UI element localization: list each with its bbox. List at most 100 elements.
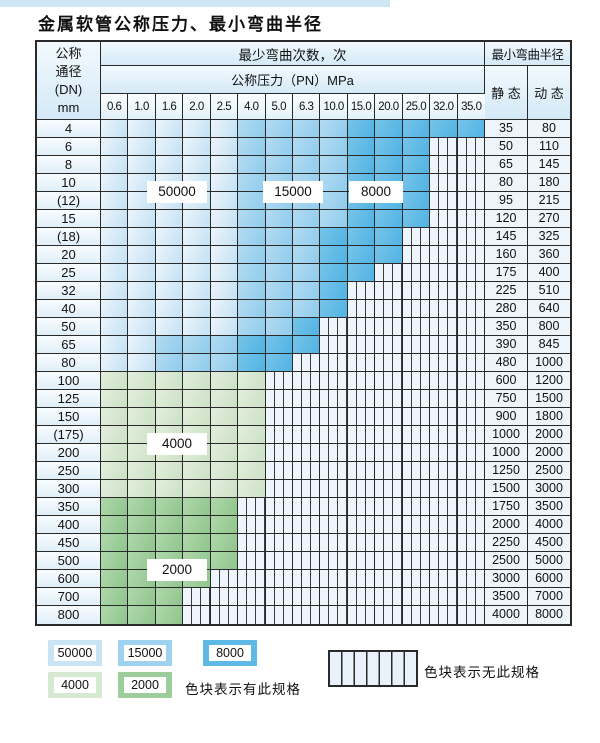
- pressure-cell-available: [155, 156, 184, 174]
- pressure-cell-unavailable: [265, 372, 293, 390]
- static-radius-cell: 2000: [485, 516, 528, 534]
- pressure-cell-available: [238, 174, 266, 192]
- pressure-cell-unavailable: [347, 480, 376, 498]
- static-radius-cell: 1500: [485, 480, 528, 498]
- dynamic-radius-cell: 80: [528, 120, 570, 138]
- pressure-cell-available: [155, 282, 184, 300]
- table-row: (18) 145 325: [37, 228, 570, 246]
- pressure-cell-unavailable: [183, 588, 211, 606]
- dynamic-header: 动 态: [528, 66, 570, 120]
- pressure-cell-unavailable: [265, 444, 293, 462]
- pressure-cell-available: [238, 192, 266, 210]
- pressure-cell-unavailable: [430, 156, 458, 174]
- pressure-cell-available: [128, 138, 156, 156]
- pressure-cell-unavailable: [210, 588, 239, 606]
- static-radius-cell: 3500: [485, 588, 528, 606]
- pressure-cell-unavailable: [402, 588, 431, 606]
- pressure-cell-unavailable: [320, 498, 348, 516]
- pressure-cell-available: [101, 498, 129, 516]
- pressure-cell-unavailable: [265, 480, 293, 498]
- pressure-cell-available: [402, 210, 431, 228]
- pressure-cell-available: [101, 156, 129, 174]
- pressure-cell-unavailable: [320, 426, 348, 444]
- static-radius-cell: 2500: [485, 552, 528, 570]
- pressure-cell-unavailable: [430, 480, 458, 498]
- static-radius-cell: 4000: [485, 606, 528, 624]
- pressure-cell-available: [238, 444, 266, 462]
- pressure-cell-available: [183, 336, 211, 354]
- pressure-cell-unavailable: [347, 588, 376, 606]
- table-row: 450 2250 4500: [37, 534, 570, 552]
- table-row: 6 50 110: [37, 138, 570, 156]
- dn-cell: 6: [37, 138, 101, 156]
- table-row: 300 1500 3000: [37, 480, 570, 498]
- pressure-cell-unavailable: [320, 570, 348, 588]
- pressure-cell-available: [183, 228, 211, 246]
- pressure-cell-available: [128, 336, 156, 354]
- static-radius-cell: 120: [485, 210, 528, 228]
- dynamic-radius-cell: 3500: [528, 498, 570, 516]
- pressure-cell-unavailable: [347, 534, 376, 552]
- pressure-cell-available: [128, 156, 156, 174]
- pressure-cell-available: [101, 264, 129, 282]
- dn-cell: 400: [37, 516, 101, 534]
- pressure-cell-available: [128, 318, 156, 336]
- pressure-cell-available: [155, 264, 184, 282]
- pressure-cell-available: [238, 354, 266, 372]
- dynamic-radius-cell: 1500: [528, 390, 570, 408]
- legend-chip-15000: 15000: [118, 640, 172, 666]
- pressure-cell-available: [210, 120, 239, 138]
- pressure-cell-available: [210, 552, 239, 570]
- table-row: 4 35 80: [37, 120, 570, 138]
- dynamic-radius-cell: 3000: [528, 480, 570, 498]
- pressure-cell-unavailable: [430, 426, 458, 444]
- pressure-cell-available: [101, 390, 129, 408]
- pressure-cell-available: [320, 120, 348, 138]
- pressure-cell-available: [183, 534, 211, 552]
- pressure-tick: 0.6: [101, 94, 129, 120]
- pressure-cell-unavailable: [375, 534, 403, 552]
- pressure-cell-available: [210, 156, 239, 174]
- pressure-cell-available: [265, 210, 293, 228]
- pressure-cell-available: [320, 228, 348, 246]
- pressure-cell-unavailable: [402, 336, 431, 354]
- pressure-cell-unavailable: [347, 462, 376, 480]
- pressure-cell-unavailable: [293, 444, 321, 462]
- pressure-cell-available: [155, 336, 184, 354]
- pressure-cell-available: [128, 516, 156, 534]
- pressure-cell-unavailable: [347, 372, 376, 390]
- dn-cell: 500: [37, 552, 101, 570]
- pressure-cell-unavailable: [375, 588, 403, 606]
- pressure-cell-available: [210, 228, 239, 246]
- legend-chip-2000: 2000: [118, 672, 172, 698]
- pressure-cell-available: [101, 138, 129, 156]
- pressure-cell-available: [320, 192, 348, 210]
- legend-chip-label: 4000: [54, 677, 96, 693]
- pressure-cell-unavailable: [347, 282, 376, 300]
- pressure-cell-unavailable: [402, 498, 431, 516]
- pressure-cell-unavailable: [457, 552, 485, 570]
- pressure-tick: 1.0: [128, 94, 156, 120]
- pressure-cell-unavailable: [402, 462, 431, 480]
- dn-cell: 250: [37, 462, 101, 480]
- dn-cell: 32: [37, 282, 101, 300]
- table-row: 125 750 1500: [37, 390, 570, 408]
- dn-cell: (12): [37, 192, 101, 210]
- pressure-cell-unavailable: [402, 444, 431, 462]
- dn-cell: 700: [37, 588, 101, 606]
- static-radius-cell: 2250: [485, 534, 528, 552]
- dynamic-radius-cell: 800: [528, 318, 570, 336]
- pressure-cell-unavailable: [375, 480, 403, 498]
- pressure-cell-available: [430, 120, 458, 138]
- pressure-cell-unavailable: [402, 516, 431, 534]
- pressure-cell-available: [128, 354, 156, 372]
- pressure-cell-unavailable: [320, 408, 348, 426]
- pressure-cell-available: [265, 354, 293, 372]
- pressure-cell-available: [375, 246, 403, 264]
- pressure-cell-available: [375, 120, 403, 138]
- table-row: 65 390 845: [37, 336, 570, 354]
- pressure-cell-unavailable: [430, 408, 458, 426]
- pressure-cell-unavailable: [347, 498, 376, 516]
- pressure-cell-available: [101, 318, 129, 336]
- pressure-cell-unavailable: [293, 570, 321, 588]
